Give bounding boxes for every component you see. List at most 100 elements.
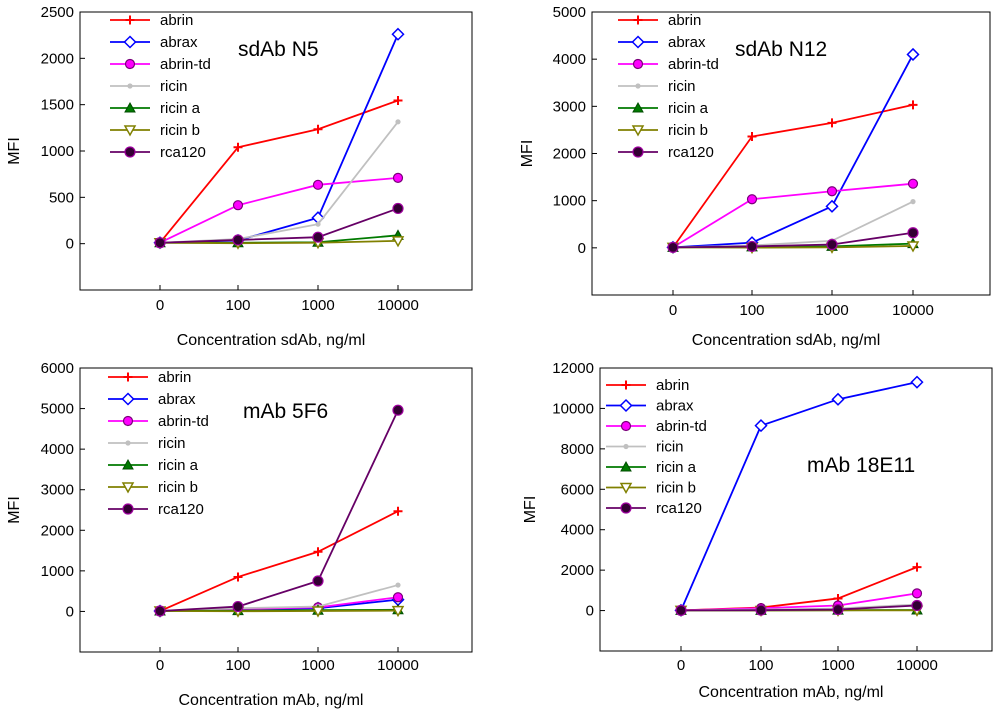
series-line-rca120	[680, 604, 918, 612]
series-rca120	[154, 202, 404, 249]
legend: abrin abrax abrin-td ricin ricin a ricin b rca…	[606, 377, 707, 517]
legend-marker-abrax	[619, 398, 633, 413]
x-tick-label: 10000	[896, 657, 938, 674]
data-point-abrin	[393, 506, 403, 516]
data-point-ricin	[395, 119, 401, 125]
legend-marker-abrin	[125, 15, 135, 25]
y-axis-label: MFI	[519, 140, 536, 168]
data-point-rca120	[392, 202, 404, 215]
data-point-ricin	[910, 199, 916, 205]
y-tick-label: 500	[49, 189, 74, 206]
legend-marker-ricin-b	[121, 482, 135, 494]
legend-label-ricin-b: ricin b	[160, 122, 200, 139]
legend-marker-ricin-a	[620, 460, 632, 472]
data-point-ricin-b	[906, 241, 920, 253]
y-tick-label: 12000	[552, 360, 594, 377]
y-axis-label: MFI	[6, 496, 23, 524]
data-point-abrin	[912, 562, 922, 572]
y-axis-label: MFI	[6, 137, 23, 165]
legend-label-rca120: rca120	[668, 144, 714, 161]
series-line-ricin-b	[159, 239, 399, 245]
y-tick-label: 5000	[41, 401, 74, 418]
data-point-abrin	[908, 100, 918, 110]
data-point-ricin-b	[391, 605, 405, 618]
y-tick-label: 4000	[561, 522, 594, 539]
panel-title: mAb 18E11	[807, 454, 915, 477]
y-tick-label: 10000	[552, 400, 594, 417]
data-point-rca120	[911, 599, 923, 612]
data-point-abrin	[313, 124, 323, 134]
series-line-abrin	[672, 104, 914, 248]
legend-marker-ricin-a	[632, 101, 644, 113]
legend-marker-ricin-a	[124, 101, 136, 113]
panel-mab-5f6: 0 1000 2000 3000 4000 5000 6000 0 100 1000 10000 Co…	[6, 360, 473, 709]
series-line-ricin	[159, 584, 399, 612]
x-axis-label: Concentration sdAb, ng/ml	[177, 332, 366, 349]
series-abrin-td	[667, 178, 919, 253]
data-point-abrin-td	[312, 179, 324, 190]
legend-label-abrax: abrax	[158, 391, 196, 408]
legend-label-ricin-a: ricin a	[668, 100, 709, 117]
x-tick-label: 0	[677, 657, 685, 674]
series-line-abrin	[680, 566, 918, 612]
data-point-abrin-td	[826, 186, 838, 197]
legend: abrin abrax abrin-td ricin ricin a ricin b rca…	[618, 12, 719, 161]
x-tick-label: 10000	[892, 302, 934, 319]
data-point-ricin-b	[311, 606, 325, 618]
legend-label-rca120: rca120	[158, 501, 204, 518]
data-point-abrin-td	[232, 200, 244, 211]
data-point-rca120	[232, 234, 244, 246]
legend-label-abrax: abrax	[656, 398, 694, 415]
x-tick-label: 10000	[377, 657, 419, 674]
series-line-abrin-td	[672, 182, 914, 249]
data-point-abrin-td	[392, 172, 404, 183]
y-tick-label: 0	[66, 603, 74, 620]
legend-marker-abrin-td	[620, 420, 632, 432]
y-tick-label: 3000	[553, 98, 586, 115]
x-axis-label: Concentration mAb, ng/ml	[179, 692, 364, 709]
legend-marker-rca120	[620, 502, 632, 514]
legend-marker-ricin-b	[631, 125, 645, 137]
x-tick-label: 1000	[301, 657, 334, 674]
data-point-abrin-td	[907, 178, 919, 189]
x-tick-label: 0	[669, 302, 677, 319]
y-tick-label: 8000	[561, 441, 594, 458]
legend-marker-ricin-b	[619, 482, 633, 495]
data-point-rca120	[392, 404, 404, 416]
x-tick-label: 1000	[815, 302, 848, 319]
data-point-abrin	[393, 95, 403, 105]
legend-label-abrin-td: abrin-td	[668, 56, 719, 73]
legend-marker-abrin	[123, 372, 133, 382]
y-tick-label: 4000	[553, 51, 586, 68]
legend-marker-rca120	[124, 146, 136, 158]
legend-label-rca120: rca120	[160, 144, 206, 161]
series-abrin	[155, 95, 403, 248]
data-point-ricin-b	[391, 236, 405, 248]
legend-marker-abrin	[633, 15, 643, 25]
data-point-abrax	[910, 375, 924, 389]
legend-marker-ricin	[127, 83, 133, 89]
data-point-rca120	[675, 604, 687, 616]
legend-label-ricin-b: ricin b	[158, 479, 198, 496]
legend-marker-rca120	[122, 503, 134, 515]
data-point-abrin	[747, 132, 757, 142]
data-point-rca120	[312, 231, 324, 243]
legend-marker-abrax	[631, 35, 645, 49]
panel-mab-18e11: 0 2000 4000 6000 8000 10000 12000 0 100 1000 10000…	[522, 360, 993, 701]
y-tick-label: 0	[66, 236, 74, 253]
series-line-abrin	[159, 99, 399, 244]
legend-label-ricin-b: ricin b	[656, 480, 696, 497]
legend: abrin abrax abrin-td ricin ricin a ricin b rca…	[108, 369, 209, 518]
x-tick-label: 100	[225, 657, 250, 674]
series-line-abrin-td	[159, 176, 399, 244]
data-point-abrin	[313, 547, 323, 557]
y-tick-label: 0	[578, 240, 586, 257]
legend-label-abrax: abrax	[668, 34, 706, 51]
series-rca120	[667, 227, 919, 253]
series-abrin	[155, 506, 403, 616]
y-tick-label: 1500	[41, 97, 74, 114]
y-tick-label: 2000	[553, 146, 586, 163]
data-point-abrax	[906, 47, 920, 62]
panel-title: mAb 5F6	[243, 400, 328, 423]
